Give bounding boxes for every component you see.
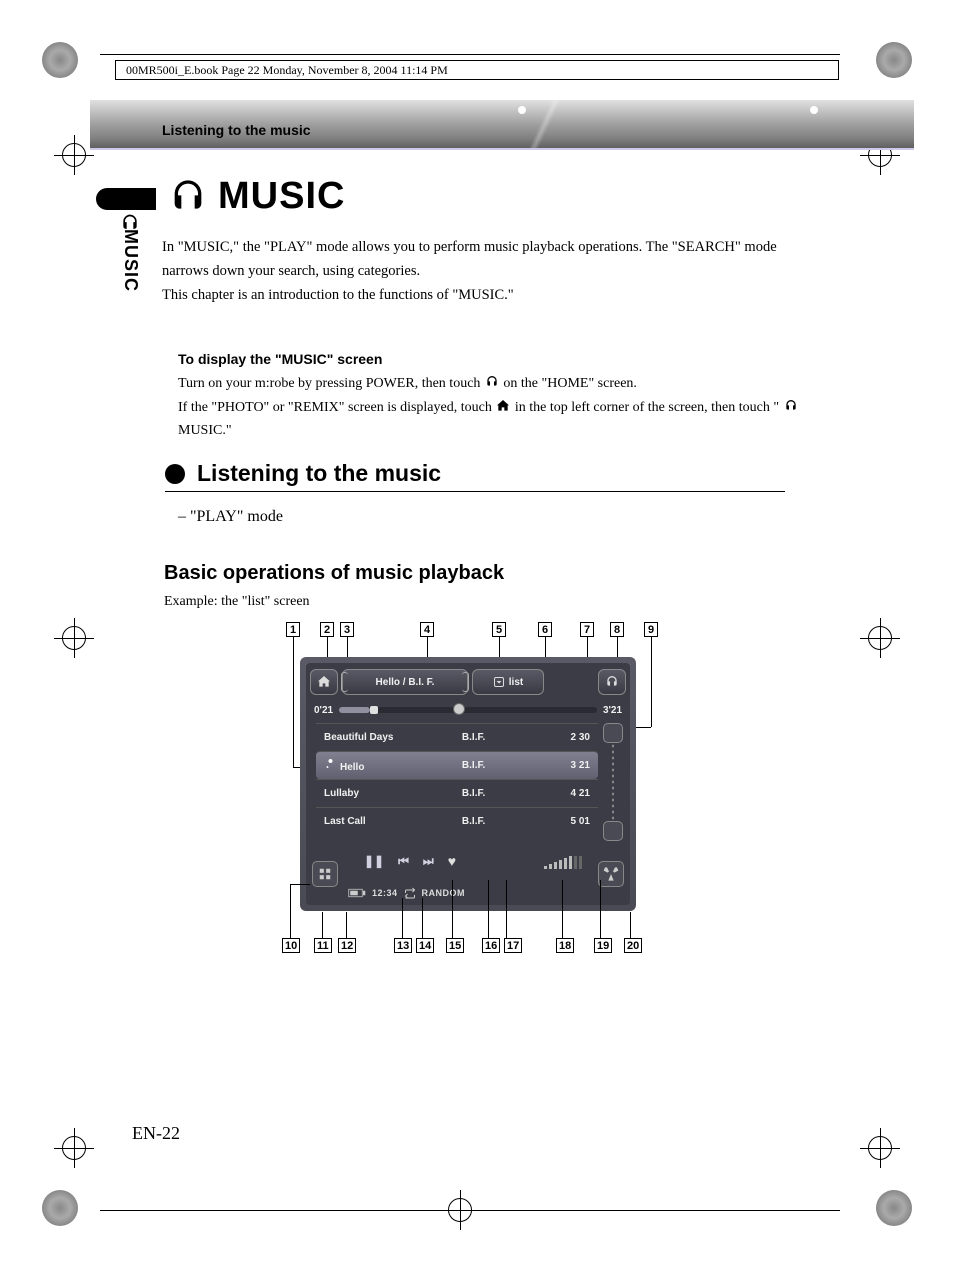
play-mode-text: – "PLAY" mode — [178, 508, 283, 526]
book-header-text: 00MR500i_E.book Page 22 Monday, November… — [126, 63, 448, 78]
callout-diagram: 1 2 3 4 5 6 7 8 9 Hello / B.I. F. list — [278, 622, 658, 962]
battery-icon — [348, 888, 366, 898]
title-bullet — [96, 188, 156, 210]
dropdown-icon — [493, 676, 505, 688]
frame-line — [100, 54, 840, 55]
callout-3: 3 — [340, 622, 354, 637]
display-heading: To display the "MUSIC" screen — [178, 348, 808, 372]
status-time: 12:34 — [372, 888, 398, 898]
grid-icon — [318, 867, 332, 881]
callout-19: 19 — [594, 938, 612, 953]
page-number: EN-22 — [132, 1123, 180, 1144]
track-row[interactable]: HelloB.I.F.3 21 — [316, 751, 598, 779]
track-row[interactable]: Last CallB.I.F.5 01 — [316, 807, 598, 835]
device-corner-button[interactable] — [312, 861, 338, 887]
callout-2: 2 — [320, 622, 334, 637]
headphones-icon — [484, 374, 500, 390]
display-line2: If the "PHOTO" or "REMIX" screen is disp… — [178, 396, 808, 444]
crop-mark-icon — [876, 1190, 912, 1226]
display-line1: Turn on your m:robe by pressing POWER, t… — [178, 372, 808, 396]
frame-line — [100, 1210, 840, 1211]
status-mode: RANDOM — [422, 888, 466, 898]
device-home-button[interactable] — [310, 669, 338, 695]
device-status: 12:34 RANDOM — [348, 887, 465, 899]
device-progress[interactable]: 0'21 3'21 — [314, 701, 622, 719]
crop-cross-icon — [860, 618, 900, 658]
crop-mark-icon — [42, 1190, 78, 1226]
display-section: To display the "MUSIC" screen Turn on yo… — [178, 348, 808, 443]
callout-15: 15 — [446, 938, 464, 953]
callout-13: 13 — [394, 938, 412, 953]
elapsed-time: 0'21 — [314, 705, 333, 716]
callout-10: 10 — [282, 938, 300, 953]
device-controls: ❚❚ ⏮ ⏭ ♥ — [364, 853, 456, 869]
callout-16: 16 — [482, 938, 500, 953]
device-list-button[interactable]: list — [472, 669, 544, 695]
scroll-up-icon[interactable] — [603, 723, 623, 743]
crop-mark-icon — [876, 42, 912, 78]
device-tools-button[interactable] — [598, 861, 624, 887]
callout-18: 18 — [556, 938, 574, 953]
device-scrollbar[interactable] — [602, 723, 624, 841]
track-row[interactable]: LullabyB.I.F.4 21 — [316, 779, 598, 807]
device-list-label: list — [509, 677, 523, 688]
callout-17: 17 — [504, 938, 522, 953]
track-row[interactable]: Beautiful DaysB.I.F.2 30 — [316, 723, 598, 751]
section-heading: Listening to the music — [165, 460, 785, 492]
callout-5: 5 — [492, 622, 506, 637]
headphones-icon — [168, 177, 208, 217]
side-tab-label: MUSIC — [120, 229, 141, 292]
callout-1: 1 — [286, 622, 300, 637]
home-icon — [316, 674, 332, 690]
page-title: MUSIC — [218, 175, 345, 218]
device-screenshot: Hello / B.I. F. list 0'21 3'21 Beautiful… — [300, 657, 636, 911]
heart-icon[interactable]: ♥ — [448, 853, 456, 869]
volume-icon[interactable] — [544, 855, 584, 869]
home-icon — [495, 398, 511, 414]
example-text: Example: the "list" screen — [164, 594, 310, 610]
headphones-icon — [604, 674, 620, 690]
callout-12: 12 — [338, 938, 356, 953]
intro-block: In "MUSIC," the "PLAY" mode allows you t… — [162, 236, 802, 308]
crop-cross-icon — [54, 1128, 94, 1168]
callout-4: 4 — [420, 622, 434, 637]
book-header: 00MR500i_E.book Page 22 Monday, November… — [115, 60, 839, 80]
total-time: 3'21 — [603, 705, 622, 716]
callout-9: 9 — [644, 622, 658, 637]
callout-7: 7 — [580, 622, 594, 637]
bullet-icon — [165, 464, 185, 484]
pause-icon[interactable]: ❚❚ — [364, 854, 384, 868]
page-title-row: MUSIC — [168, 175, 345, 218]
side-tab: MUSIC — [118, 215, 142, 305]
callout-6: 6 — [538, 622, 552, 637]
subsection-heading: Basic operations of music playback — [164, 562, 504, 585]
prev-icon[interactable]: ⏮ — [398, 854, 409, 869]
crop-cross-icon — [54, 618, 94, 658]
tools-icon — [603, 866, 619, 882]
device-music-button[interactable] — [598, 669, 626, 695]
device-now-playing[interactable]: Hello / B.I. F. — [342, 669, 468, 695]
callout-20: 20 — [624, 938, 642, 953]
crop-cross-icon — [54, 135, 94, 175]
callout-14: 14 — [416, 938, 434, 953]
crop-mark-icon — [42, 42, 78, 78]
scroll-down-icon[interactable] — [603, 821, 623, 841]
repeat-icon — [404, 887, 416, 899]
intro-p1: In "MUSIC," the "PLAY" mode allows you t… — [162, 236, 802, 284]
next-icon[interactable]: ⏭ — [423, 854, 434, 869]
section-heading-text: Listening to the music — [197, 460, 441, 487]
intro-p2: This chapter is an introduction to the f… — [162, 284, 802, 308]
device-title-text: Hello / B.I. F. — [376, 677, 435, 688]
callout-8: 8 — [610, 622, 624, 637]
callout-11: 11 — [314, 938, 332, 953]
crop-cross-icon — [860, 1128, 900, 1168]
device-track-list: Beautiful DaysB.I.F.2 30HelloB.I.F.3 21L… — [316, 723, 598, 835]
headphones-icon — [783, 398, 799, 414]
breadcrumb: Listening to the music — [162, 122, 311, 138]
